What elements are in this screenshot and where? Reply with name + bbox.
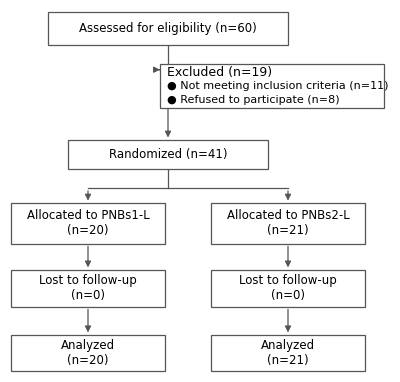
FancyBboxPatch shape	[11, 335, 165, 371]
Text: Allocated to PNBs1-L
(n=20): Allocated to PNBs1-L (n=20)	[27, 209, 149, 238]
FancyBboxPatch shape	[211, 203, 365, 244]
Text: ● Not meeting inclusion criteria (n=11): ● Not meeting inclusion criteria (n=11)	[167, 81, 389, 91]
FancyBboxPatch shape	[48, 12, 288, 45]
FancyBboxPatch shape	[211, 335, 365, 371]
FancyBboxPatch shape	[211, 270, 365, 306]
Text: Allocated to PNBs2-L
(n=21): Allocated to PNBs2-L (n=21)	[227, 209, 349, 238]
Text: Assessed for eligibility (n=60): Assessed for eligibility (n=60)	[79, 22, 257, 35]
Text: Randomized (n=41): Randomized (n=41)	[109, 148, 227, 161]
Text: Analyzed
(n=20): Analyzed (n=20)	[61, 339, 115, 367]
Text: Analyzed
(n=21): Analyzed (n=21)	[261, 339, 315, 367]
Text: ● Refused to participate (n=8): ● Refused to participate (n=8)	[167, 95, 340, 105]
FancyBboxPatch shape	[68, 141, 268, 169]
FancyBboxPatch shape	[11, 203, 165, 244]
FancyBboxPatch shape	[11, 270, 165, 306]
Text: Lost to follow-up
(n=0): Lost to follow-up (n=0)	[239, 274, 337, 303]
Text: Lost to follow-up
(n=0): Lost to follow-up (n=0)	[39, 274, 137, 303]
FancyBboxPatch shape	[160, 64, 384, 108]
Text: Excluded (n=19): Excluded (n=19)	[167, 66, 272, 79]
